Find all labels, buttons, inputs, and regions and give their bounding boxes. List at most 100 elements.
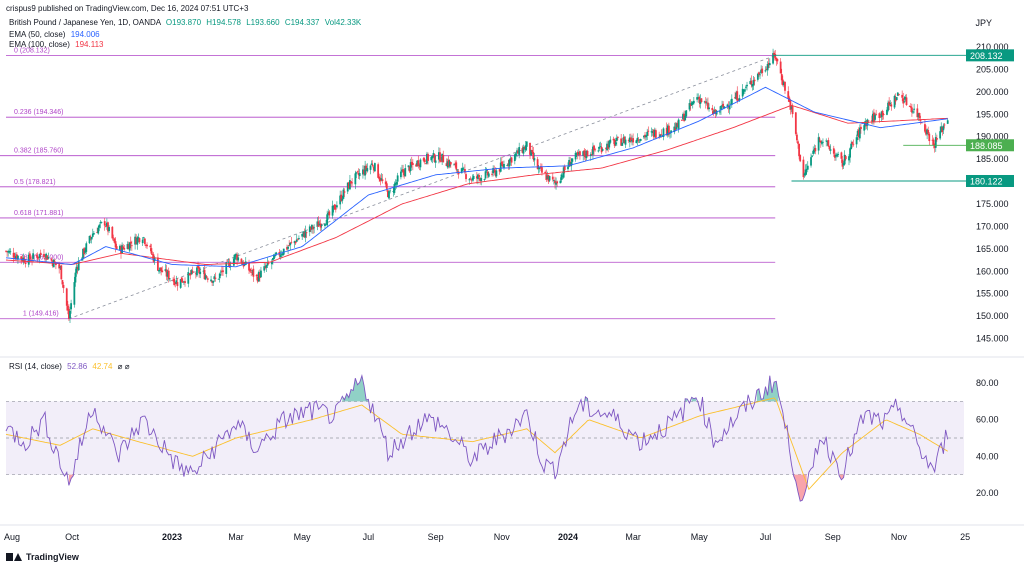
candle-body	[895, 97, 898, 101]
candle-body	[174, 283, 177, 285]
candle-body	[339, 195, 342, 205]
candle-body	[346, 182, 349, 192]
time-axis-tick: 25	[960, 532, 970, 542]
candle-body	[461, 167, 464, 169]
candle-body	[190, 270, 193, 274]
candle-body	[925, 130, 927, 135]
candle-body	[369, 165, 372, 170]
candle-body	[219, 271, 222, 273]
candle-body	[667, 125, 670, 135]
candle-body	[364, 165, 367, 176]
candle-body	[612, 138, 615, 141]
candle-body	[491, 173, 493, 175]
candle-body	[607, 144, 610, 149]
candle-body	[257, 272, 260, 282]
candle-body	[434, 160, 437, 163]
candle-body	[646, 131, 649, 136]
candle-body	[521, 148, 524, 153]
candle-body	[737, 99, 740, 101]
rsi-ma-value: 42.74	[92, 362, 113, 371]
candle-body	[175, 280, 178, 284]
candle-body	[69, 311, 71, 319]
candle-body	[699, 99, 702, 104]
candle-body	[844, 156, 847, 160]
candle-body	[196, 267, 198, 276]
candle-body	[28, 253, 31, 260]
candle-body	[819, 140, 822, 143]
candle-body	[761, 68, 764, 74]
candle-body	[468, 179, 471, 181]
ema50-legend[interactable]: EMA (50, close) 194.006	[9, 30, 100, 39]
candle-body	[442, 154, 445, 163]
candle-body	[123, 247, 126, 250]
ohlc-high: H194.578	[206, 18, 241, 27]
candle-body	[483, 179, 486, 180]
candle-body	[627, 140, 630, 141]
candle-body	[623, 136, 626, 144]
candle-body	[471, 177, 474, 181]
candle-body	[916, 108, 919, 118]
candle-body	[863, 125, 866, 131]
candle-body	[350, 181, 352, 184]
candle-body	[721, 105, 723, 107]
rsi-legend[interactable]: RSI (14, close) 52.86 42.74 ⌀ ⌀	[9, 362, 130, 371]
candle-body	[433, 154, 436, 162]
candle-body	[875, 113, 878, 115]
candle-body	[630, 137, 632, 141]
candle-body	[141, 239, 144, 244]
candle-body	[825, 140, 828, 142]
price-axis-tick: 165.000	[976, 244, 1009, 254]
candle-body	[518, 147, 521, 156]
candle-body	[529, 142, 531, 155]
candle-body	[172, 279, 174, 281]
tradingview-logo[interactable]: TradingView	[6, 552, 79, 562]
price-axis-tick: 195.000	[976, 109, 1009, 119]
candle-body	[53, 261, 56, 263]
price-axis-tick: 145.000	[976, 334, 1009, 344]
candle-body	[98, 224, 101, 228]
candle-body	[35, 255, 38, 256]
candle-body	[206, 278, 209, 280]
candle-body	[356, 171, 359, 173]
candle-body	[554, 180, 556, 184]
candle-body	[574, 152, 577, 160]
symbol-legend: British Pound / Japanese Yen, 1D, OANDA …	[9, 18, 361, 27]
candle-body	[372, 166, 375, 171]
candle-body	[552, 180, 555, 181]
candle-body	[544, 171, 547, 174]
candle-body	[677, 119, 680, 129]
ema100-legend[interactable]: EMA (100, close) 194.113	[9, 40, 103, 49]
candle-body	[536, 159, 539, 170]
candle-body	[768, 63, 771, 66]
candle-body	[805, 168, 808, 170]
candle-body	[570, 161, 573, 167]
candle-body	[606, 143, 608, 151]
candle-body	[643, 135, 645, 138]
ema50-line	[5, 86, 948, 268]
candle-body	[164, 269, 167, 272]
candle-body	[703, 101, 706, 103]
candle-body	[151, 253, 154, 255]
candle-body	[498, 169, 501, 172]
candle-body	[165, 269, 168, 277]
candle-body	[855, 137, 858, 145]
candle-body	[758, 72, 760, 75]
candle-body	[781, 79, 784, 85]
candle-body	[659, 134, 662, 138]
time-axis-tick: 2023	[162, 532, 182, 542]
candle-body	[226, 260, 229, 262]
candle-body	[232, 258, 235, 266]
candle-body	[258, 272, 261, 279]
candle-body	[135, 237, 138, 245]
ohlc-close: C194.337	[284, 18, 320, 27]
candle-body	[173, 278, 176, 285]
symbol-name[interactable]: British Pound / Japanese Yen, 1D, OANDA	[9, 18, 161, 27]
rsi-band-fill	[6, 401, 964, 475]
candle-body	[670, 130, 672, 134]
candle-body	[931, 139, 934, 141]
candle-body	[811, 155, 814, 157]
candle-body	[639, 139, 642, 141]
candle-body	[495, 170, 498, 177]
candle-body	[508, 159, 511, 167]
